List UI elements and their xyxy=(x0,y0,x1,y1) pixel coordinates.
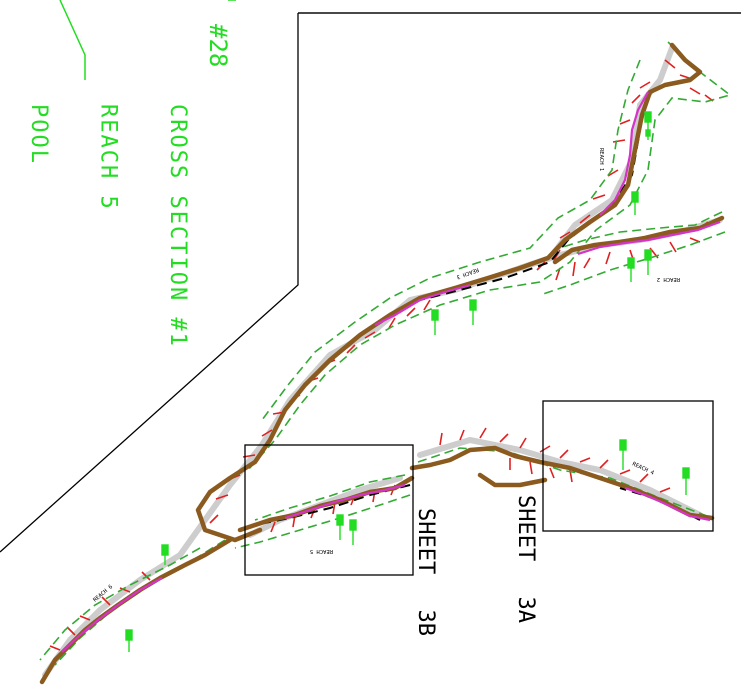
stream-reach-2 xyxy=(552,215,725,265)
stream-reach-6 xyxy=(39,537,233,685)
marker-group-5 xyxy=(619,439,690,495)
reach-label-4: REACH 4 xyxy=(631,461,655,477)
marker-group-1 xyxy=(644,111,652,140)
frame-border xyxy=(0,12,741,553)
marker-group-6 xyxy=(336,514,357,545)
marker-group-7 xyxy=(125,544,169,652)
cross-section-line-3: POOL xyxy=(26,104,52,165)
stream-link-lower xyxy=(477,472,548,488)
marker-group-2 xyxy=(631,191,639,215)
cross-section-line-2: REACH 5 xyxy=(95,104,121,211)
marker-group-3 xyxy=(627,249,652,282)
stream-reach-1 xyxy=(195,42,703,543)
cross-section-label: CROSS SECTION #1 REACH 5 POOL xyxy=(4,104,235,348)
section-number: #28 xyxy=(204,24,233,68)
cross-section-line-1: CROSS SECTION #1 xyxy=(164,104,190,348)
marker-group-4 xyxy=(431,299,477,335)
stream-reach-4 xyxy=(409,445,715,521)
sheet-3b-label[interactable]: SHEET 3B xyxy=(413,508,439,636)
centerlines xyxy=(61,91,721,653)
survey-markers xyxy=(125,111,690,652)
reach-label-1: REACH 1 xyxy=(598,148,604,171)
leader-line xyxy=(59,0,86,80)
reach-label-2: REACH 2 xyxy=(657,276,680,282)
sheet-3a-frame[interactable] xyxy=(542,400,714,532)
reach-label-5: REACH 5 xyxy=(310,548,333,554)
sheet-3a-label[interactable]: SHEET 3A xyxy=(513,495,539,623)
sheet-3b-frame[interactable] xyxy=(244,444,414,576)
